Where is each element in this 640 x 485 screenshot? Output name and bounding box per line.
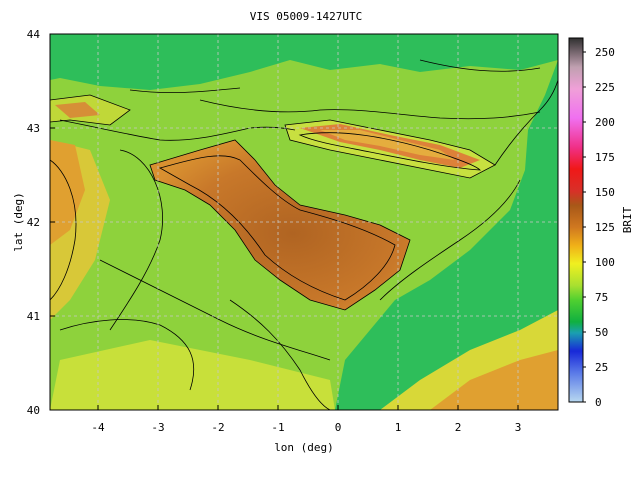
x-axis: -4 -3 -2 -1 0 1 2 3 lon (deg)	[91, 405, 521, 454]
pyrenees-snow	[320, 130, 455, 160]
y-tick-label: 43	[27, 122, 40, 135]
x-axis-label: lon (deg)	[274, 441, 334, 454]
x-tick-label: -1	[271, 421, 284, 434]
y-tick-label: 41	[27, 310, 40, 323]
x-tick-label: 2	[455, 421, 462, 434]
y-axis-label: lat (deg)	[12, 192, 25, 252]
colorbar-tick-label: 100	[595, 256, 615, 269]
sea-east	[335, 60, 558, 410]
grid-lines	[50, 34, 558, 410]
colorbar-scale	[568, 37, 584, 403]
colorbar-tick-label: 50	[595, 326, 608, 339]
cloud-patch-core	[430, 350, 558, 410]
colorbar-tick-label: 225	[595, 81, 615, 94]
colorbar-tick-label: 25	[595, 361, 608, 374]
lowland-south	[50, 340, 335, 410]
cantabrian-high	[55, 102, 100, 118]
y-tick-label: 42	[27, 216, 40, 229]
colorbar-label: BRIT	[621, 206, 634, 233]
ebro-valley	[150, 140, 410, 310]
colorbar-tick-label: 250	[595, 46, 615, 59]
colorbar-tick-label: 175	[595, 151, 615, 164]
y-axis: 40 41 42 43 44 lat (deg)	[12, 28, 55, 417]
y-tick-label: 44	[27, 28, 41, 41]
colorbar-tick-label: 150	[595, 186, 615, 199]
x-tick-label: 3	[515, 421, 522, 434]
sea-north	[50, 34, 558, 90]
colorbar-tick-label: 125	[595, 221, 615, 234]
colorbar-tick-label: 200	[595, 116, 615, 129]
colorbar-tick-label: 75	[595, 291, 608, 304]
x-tick-label: -4	[91, 421, 105, 434]
x-tick-label: -3	[151, 421, 164, 434]
x-tick-label: 0	[335, 421, 342, 434]
contour-lines	[50, 59, 558, 410]
map-title: VIS 05009-1427UTC	[250, 10, 363, 23]
lowland-west-core	[50, 140, 85, 245]
x-tick-label: -2	[211, 421, 224, 434]
colorbar-tick-label: 0	[595, 396, 602, 409]
colorbar: 0 25 50 75 100 125 150 175 200 225 250 B…	[568, 37, 634, 409]
x-tick-label: 1	[395, 421, 402, 434]
satellite-image	[50, 34, 558, 410]
y-tick-label: 40	[27, 404, 40, 417]
